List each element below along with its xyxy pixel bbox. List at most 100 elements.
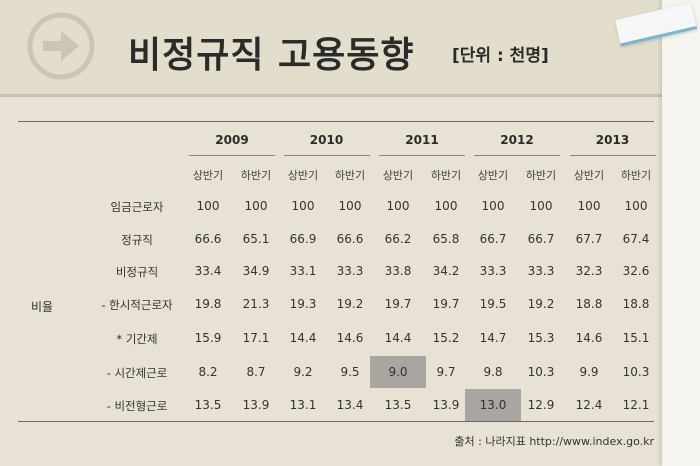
table-bottom-rule bbox=[18, 421, 654, 422]
table-cell: 100 bbox=[577, 199, 601, 213]
table-cell: 33.8 bbox=[384, 264, 412, 278]
table-cell: 100 bbox=[624, 199, 648, 213]
table-cell: 100 bbox=[244, 199, 268, 213]
highlight-cell bbox=[465, 389, 521, 421]
table-cell: 13.9 bbox=[242, 398, 270, 412]
table-cell: 10.3 bbox=[527, 365, 555, 379]
table-cell: 100 bbox=[196, 199, 220, 213]
half-header: 하반기 bbox=[240, 169, 272, 182]
table-cell: 10.3 bbox=[622, 365, 650, 379]
table-cell: 100 bbox=[338, 199, 362, 213]
table-cell: 19.8 bbox=[194, 297, 222, 311]
table-cell: 32.3 bbox=[575, 264, 603, 278]
table-cell: 14.6 bbox=[575, 331, 603, 345]
half-header: 상반기 bbox=[477, 169, 509, 182]
half-header: 하반기 bbox=[334, 169, 366, 182]
table-cell: 18.8 bbox=[622, 297, 650, 311]
table-cell: 9.8 bbox=[483, 365, 503, 379]
table-cell: 66.6 bbox=[194, 232, 222, 246]
table-cell: 13.0 bbox=[479, 398, 507, 412]
table-cell: 17.1 bbox=[242, 331, 270, 345]
row-label: * 기간제 bbox=[116, 332, 158, 346]
table-cell: 100 bbox=[434, 199, 458, 213]
highlight-cell bbox=[370, 356, 426, 388]
source-text: 출처 : 나라지표 http://www.index.go.kr bbox=[454, 435, 654, 448]
table-cell: 32.6 bbox=[622, 264, 650, 278]
year-underline bbox=[474, 155, 560, 156]
table-cell: 66.7 bbox=[527, 232, 555, 246]
table-cell: 9.2 bbox=[293, 365, 313, 379]
table-cell: 14.6 bbox=[336, 331, 364, 345]
table-cell: 19.2 bbox=[527, 297, 555, 311]
table-cell: 19.7 bbox=[384, 297, 412, 311]
year-header: 2009 bbox=[215, 133, 249, 147]
table-cell: 13.5 bbox=[384, 398, 412, 412]
row-label: 정규직 bbox=[121, 233, 153, 247]
table-cell: 33.1 bbox=[289, 264, 317, 278]
table-cell: 9.5 bbox=[340, 365, 360, 379]
unit-label: [단위 : 천명] bbox=[452, 46, 549, 66]
table-cell: 19.5 bbox=[479, 297, 507, 311]
table-cell: 33.3 bbox=[527, 264, 555, 278]
year-header: 2010 bbox=[309, 133, 344, 147]
year-underline bbox=[379, 155, 465, 156]
table-cell: 100 bbox=[386, 199, 410, 213]
table-cell: 100 bbox=[291, 199, 315, 213]
table-cell: 9.7 bbox=[436, 365, 456, 379]
half-header: 하반기 bbox=[430, 169, 462, 182]
table-cell: 12.1 bbox=[622, 398, 650, 412]
table-cell: 34.9 bbox=[242, 264, 270, 278]
table-cell: 66.6 bbox=[336, 232, 364, 246]
table-cell: 12.9 bbox=[527, 398, 555, 412]
table-cell: 15.2 bbox=[432, 331, 460, 345]
year-underline bbox=[189, 155, 275, 156]
row-label: - 한시적근로자 bbox=[101, 298, 173, 312]
paper-edge bbox=[662, 0, 700, 466]
table-cell: 18.8 bbox=[575, 297, 603, 311]
table-cell: 9.0 bbox=[388, 365, 408, 379]
table-cell: 65.1 bbox=[242, 232, 270, 246]
half-header: 하반기 bbox=[620, 169, 652, 182]
year-header: 2013 bbox=[595, 133, 630, 147]
table-cell: 14.4 bbox=[384, 331, 412, 345]
table-cell: 13.9 bbox=[432, 398, 460, 412]
table-cell: 15.3 bbox=[527, 331, 555, 345]
arrow-right-icon bbox=[27, 12, 95, 80]
table-cell: 66.2 bbox=[384, 232, 412, 246]
table-cell: 12.4 bbox=[575, 398, 603, 412]
table-top-rule bbox=[18, 121, 654, 122]
half-header: 상반기 bbox=[192, 169, 224, 182]
row-label: 임금근로자 bbox=[110, 200, 164, 214]
table-cell: 13.5 bbox=[194, 398, 222, 412]
table-cell: 19.7 bbox=[432, 297, 460, 311]
year-underline bbox=[283, 155, 370, 156]
row-label: - 시간제근로 bbox=[106, 366, 168, 380]
table-cell: 19.2 bbox=[336, 297, 364, 311]
half-header: 하반기 bbox=[525, 169, 557, 182]
header-band bbox=[0, 0, 700, 96]
table-cell: 100 bbox=[529, 199, 553, 213]
half-header: 상반기 bbox=[287, 169, 319, 182]
table-cell: 33.3 bbox=[336, 264, 364, 278]
table-cell: 15.9 bbox=[194, 331, 222, 345]
year-header: 2011 bbox=[405, 133, 439, 147]
table-cell: 67.7 bbox=[575, 232, 603, 246]
table-cell: 8.7 bbox=[246, 365, 266, 379]
table-cell: 15.1 bbox=[622, 331, 650, 345]
table-cell: 66.9 bbox=[289, 232, 317, 246]
table-cell: 66.7 bbox=[479, 232, 507, 246]
year-header: 2012 bbox=[500, 133, 534, 147]
half-header: 상반기 bbox=[573, 169, 605, 182]
year-underline bbox=[569, 155, 656, 156]
table-cell: 19.3 bbox=[289, 297, 317, 311]
table-cell: 67.4 bbox=[622, 232, 650, 246]
table-cell: 33.3 bbox=[479, 264, 507, 278]
table-cell: 9.9 bbox=[579, 365, 599, 379]
table-cell: 21.3 bbox=[242, 297, 270, 311]
table-cell: 33.4 bbox=[194, 264, 222, 278]
row-label: 비정규직 bbox=[115, 265, 159, 279]
row-label: - 비전형근로 bbox=[106, 399, 168, 413]
table-cell: 14.4 bbox=[289, 331, 317, 345]
table-cell: 13.4 bbox=[336, 398, 364, 412]
page-title: 비정규직 고용동향 bbox=[128, 35, 415, 76]
